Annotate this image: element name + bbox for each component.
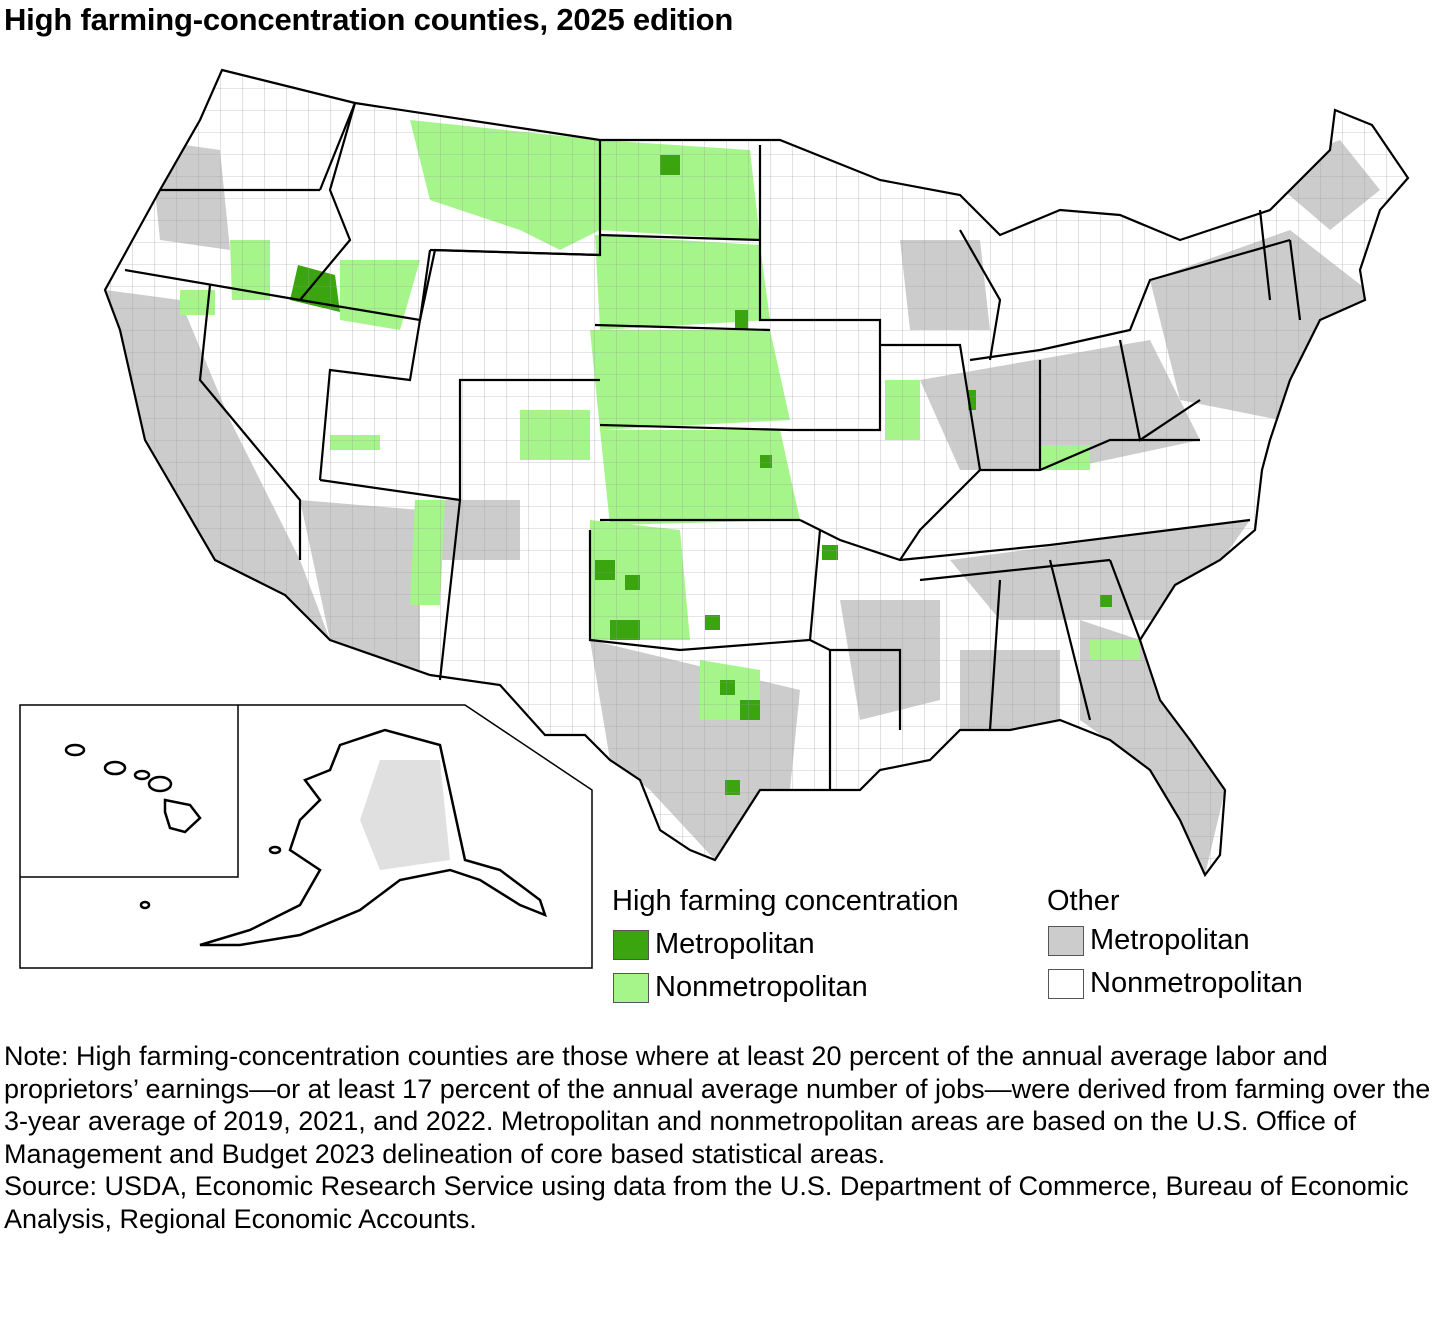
legend-swatch-high-nonmetro	[613, 972, 649, 1003]
state-boundaries	[103, 68, 1410, 878]
legend-item-high-nonmetro: Nonmetropolitan	[613, 971, 868, 1004]
legend-heading-high-farming: High farming concentration	[612, 885, 959, 917]
map-title: High farming-concentration counties, 202…	[4, 2, 734, 37]
legend-label-high-metro: Metropolitan	[655, 928, 815, 960]
legend-item-other-metro: Metropolitan	[1048, 924, 1250, 957]
notes-block: Note: High farming-concentration countie…	[4, 1040, 1452, 1235]
us-county-map	[19, 68, 1410, 969]
legend-item-high-metro: Metropolitan	[613, 928, 815, 961]
legend-swatch-high-metro	[613, 929, 649, 960]
legend-label-high-nonmetro: Nonmetropolitan	[655, 971, 868, 1003]
legend-heading-other: Other	[1047, 885, 1120, 917]
legend-label-other-nonmetro: Nonmetropolitan	[1090, 967, 1303, 999]
legend-item-other-nonmetro: Nonmetropolitan	[1048, 967, 1303, 1000]
note-text: Note: High farming-concentration countie…	[4, 1041, 1431, 1169]
legend-swatch-other-nonmetro	[1048, 968, 1084, 999]
alaska	[139, 728, 548, 947]
hawaii-islands	[64, 743, 202, 834]
legend-swatch-other-metro	[1048, 925, 1084, 956]
legend-label-other-metro: Metropolitan	[1090, 924, 1250, 956]
source-text: Source: USDA, Economic Research Service …	[4, 1171, 1409, 1234]
